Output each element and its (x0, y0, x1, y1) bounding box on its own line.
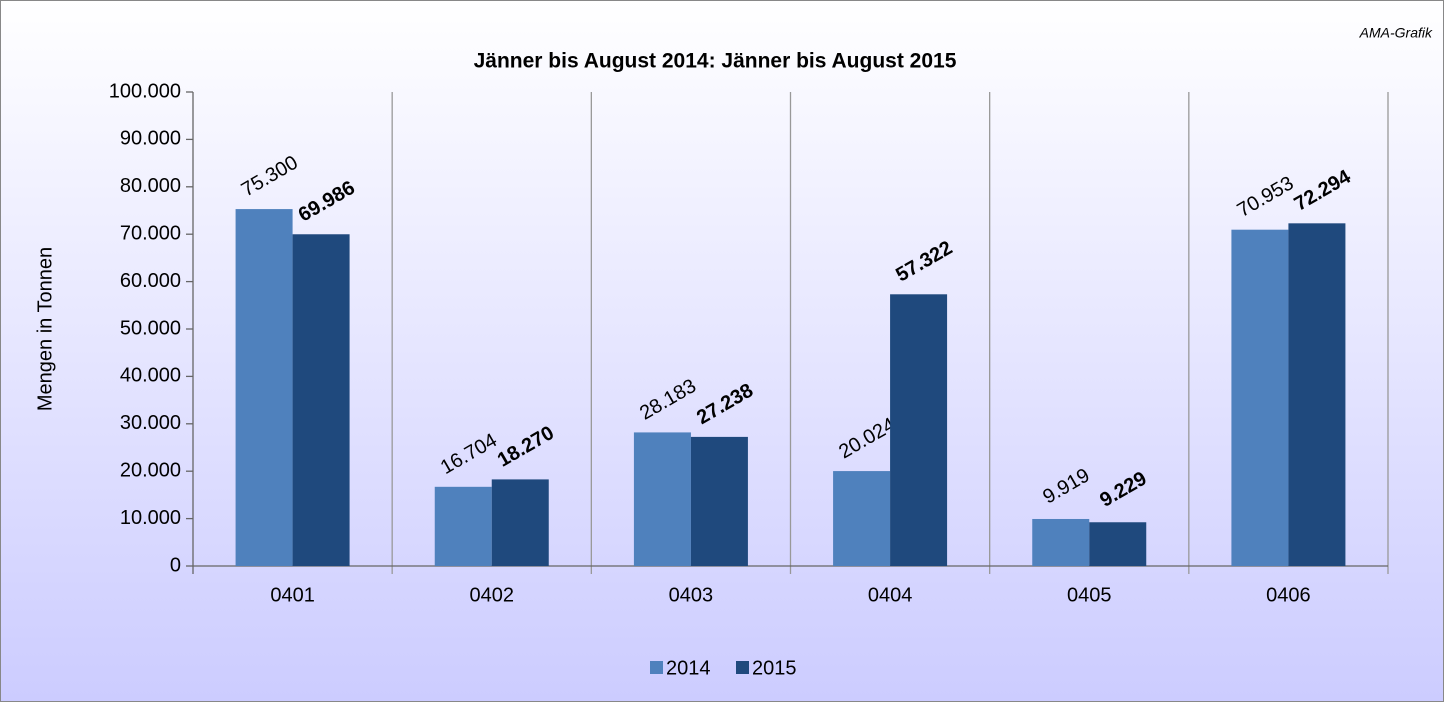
bar (890, 294, 948, 566)
y-tick-label: 80.000 (120, 175, 181, 197)
x-tick-label: 0404 (868, 584, 913, 606)
bar (633, 432, 691, 566)
bar (1089, 522, 1147, 566)
y-tick-label: 60.000 (120, 270, 181, 292)
x-tick-label: 0401 (270, 584, 315, 606)
legend-label: 2014 (666, 657, 711, 679)
annotation: AMA-Grafik (1359, 25, 1433, 41)
legend-swatch (650, 661, 663, 674)
bar (235, 209, 293, 566)
bar (491, 479, 549, 566)
y-tick-label: 30.000 (120, 412, 181, 434)
bar (1032, 518, 1090, 566)
x-tick-label: 0403 (669, 584, 714, 606)
bar (1231, 229, 1289, 566)
x-tick-label: 0406 (1266, 584, 1311, 606)
bar (1288, 223, 1346, 566)
chart-title: Jänner bis August 2014: Jänner bis Augus… (474, 50, 957, 73)
y-tick-label: 0 (170, 554, 181, 576)
legend-swatch (736, 661, 749, 674)
bar (292, 234, 350, 566)
y-tick-label: 40.000 (120, 365, 181, 387)
y-tick-label: 90.000 (120, 128, 181, 150)
legend-label: 2015 (752, 657, 797, 679)
bar (690, 436, 748, 566)
y-tick-label: 70.000 (120, 222, 181, 244)
y-axis-label: Mengen in Tonnen (34, 247, 56, 411)
y-tick-label: 20.000 (120, 459, 181, 481)
y-tick-label: 10.000 (120, 507, 181, 529)
y-tick-label: 100.000 (109, 80, 181, 102)
y-tick-label: 50.000 (120, 317, 181, 339)
bar (833, 471, 891, 566)
x-tick-label: 0402 (470, 584, 515, 606)
bar (434, 486, 492, 566)
x-tick-label: 0405 (1067, 584, 1112, 606)
